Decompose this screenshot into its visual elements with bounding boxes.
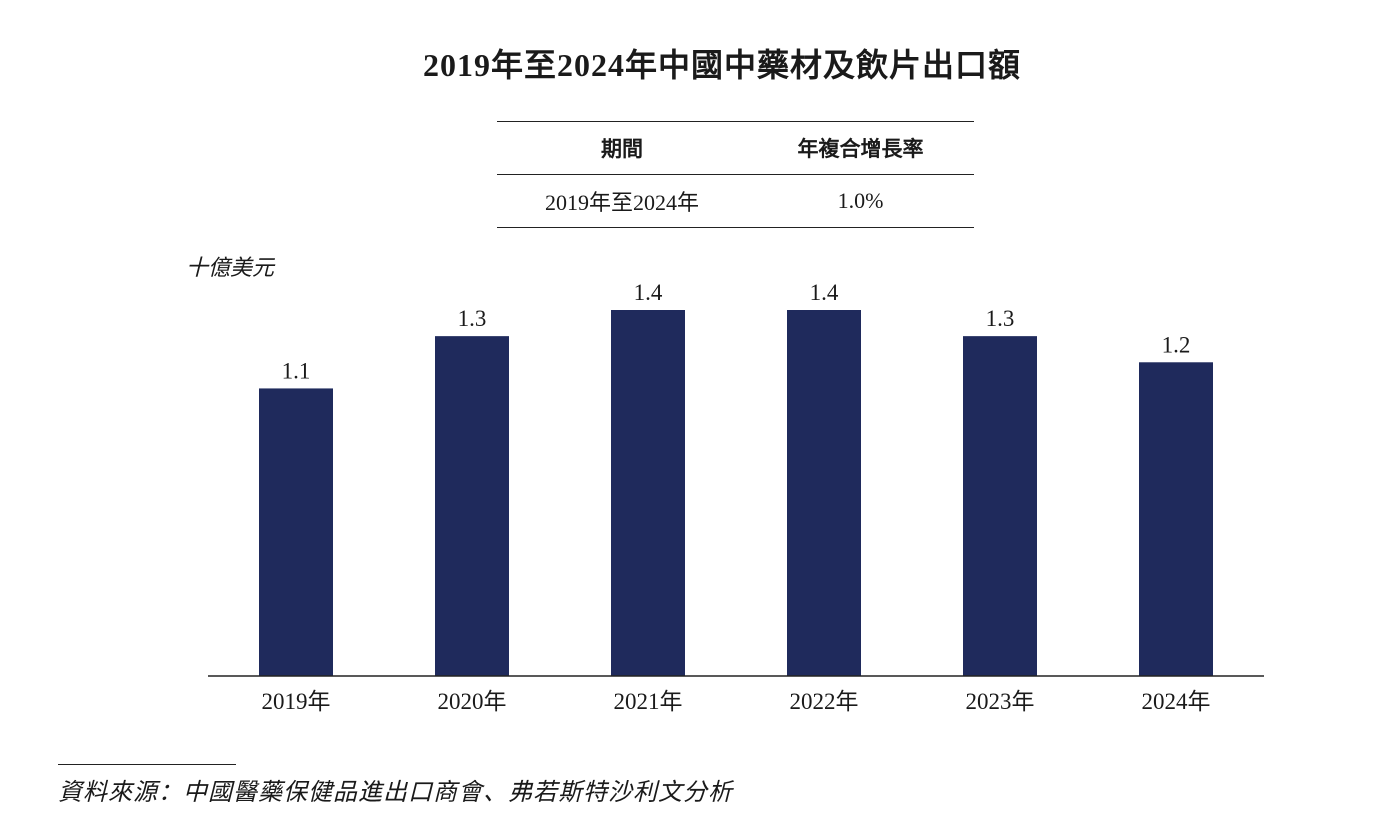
x-tick-label-0: 2019年 [262, 689, 331, 714]
data-label-3: 1.4 [810, 280, 839, 305]
x-tick-label-5: 2024年 [1142, 689, 1211, 714]
y-axis-unit-label: 十億美元 [186, 255, 275, 280]
bar-3 [787, 310, 861, 676]
data-label-5: 1.2 [1162, 332, 1191, 357]
table-row: 2019年至2024年 1.0% [497, 175, 974, 228]
x-tick-label-4: 2023年 [966, 689, 1035, 714]
cagr-header-period: 期間 [601, 137, 643, 161]
data-label-2: 1.4 [634, 280, 663, 305]
cagr-header-rate: 年複合增長率 [797, 137, 924, 161]
cagr-table: 期間 年複合增長率 2019年至2024年 1.0% [497, 121, 974, 228]
data-label-0: 1.1 [282, 358, 311, 383]
data-label-4: 1.3 [986, 306, 1015, 331]
cagr-table-header-row: 期間 年複合增長率 [497, 121, 974, 175]
bar-5 [1139, 362, 1213, 676]
data-label-1: 1.3 [458, 306, 487, 331]
source-divider [58, 764, 236, 765]
x-tick-label-2: 2021年 [614, 689, 683, 714]
cagr-rate-value: 1.0% [837, 188, 884, 213]
x-tick-label-1: 2020年 [438, 689, 507, 714]
bar-1 [435, 336, 509, 676]
x-tick-label-3: 2022年 [790, 689, 859, 714]
source-note: 資料來源：中國醫藥保健品進出口商會、弗若斯特沙利文分析 [58, 780, 733, 806]
bar-4 [963, 336, 1037, 676]
cagr-period-value: 2019年至2024年 [544, 190, 699, 215]
chart-title: 2019年至2024年中國中藥材及飲片出口額 [422, 47, 1021, 83]
bar-2 [611, 310, 685, 676]
bar-0 [259, 388, 333, 676]
